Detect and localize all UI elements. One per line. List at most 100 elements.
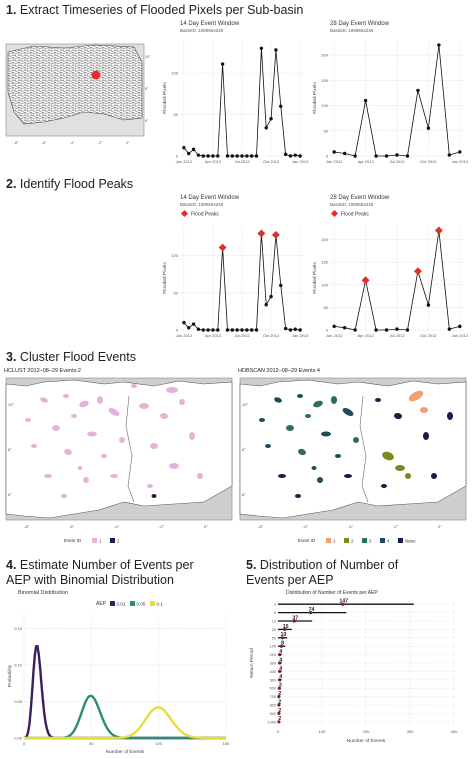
section-3-heading: 3. Cluster Flood Events (6, 350, 136, 364)
x-tick-label: Oct 2012 (263, 159, 280, 164)
data-point (332, 150, 336, 154)
y-axis-label: Flooded Pixels (312, 82, 318, 114)
data-point (196, 327, 201, 331)
median-point (278, 653, 282, 657)
flood-event-blob (77, 466, 83, 470)
flood-peak-marker (361, 276, 370, 285)
section-4-heading: 4. Estimate Number of Events per AEP with… (6, 558, 194, 587)
flood-event-blob (353, 437, 359, 443)
data-label: 8 (281, 641, 284, 647)
median-point (278, 669, 282, 673)
data-point (269, 294, 273, 299)
x-tick-label: 300 (407, 729, 414, 734)
data-label: 4 (279, 657, 282, 663)
data-point (353, 154, 357, 158)
data-point (298, 328, 302, 332)
y-tick-label: 50 (174, 290, 179, 295)
map-x-tick: -4° (114, 524, 120, 529)
x-tick-label: Jan 2013 (452, 159, 469, 164)
y-tick-label: 100 (171, 253, 178, 258)
x-tick-label: Apr 2012 (205, 333, 222, 338)
data-label: 3 (279, 683, 282, 689)
data-point (426, 303, 431, 307)
flood-event-blob (31, 444, 37, 448)
flood-event-blob (408, 390, 424, 402)
median-point (277, 703, 281, 707)
data-point (254, 328, 259, 332)
median-point (277, 695, 281, 699)
svg-text:-4°: -4° (70, 141, 75, 145)
data-point (259, 46, 264, 50)
x-axis-label: Number of Events (347, 738, 386, 744)
data-point (264, 303, 268, 307)
events-per-aep-chart: Distribution of Number of Events per AEP… (249, 590, 458, 744)
x-tick-label: Oct 2012 (263, 333, 280, 338)
data-label: 4 (279, 674, 282, 680)
data-point (288, 154, 293, 158)
data-point (293, 153, 297, 157)
map-y-tick: 10° (8, 402, 14, 407)
x-tick-label: 400 (451, 729, 458, 734)
y-axis-label: Flooded Pixels (162, 262, 168, 294)
x-tick-label: Jan 2012 (326, 333, 343, 338)
x-tick-label: Jan 2013 (292, 159, 309, 164)
legend-label: Noise (405, 539, 416, 544)
data-point (187, 151, 191, 156)
map-x-tick: -2° (159, 524, 165, 529)
median-point (280, 636, 284, 640)
flood-event-blob (131, 384, 137, 388)
chart-title: 28 Day Event Window (330, 195, 390, 201)
y-tick-label: 1000 (268, 720, 276, 724)
data-point (235, 154, 239, 158)
y-tick-label: 0.15 (14, 626, 23, 631)
x-tick-label: 0 (23, 741, 26, 746)
flood-event-blob (63, 394, 69, 398)
flood-event-blob (381, 484, 387, 488)
legend-peak-marker (180, 209, 189, 218)
map-x-tick: -8° (258, 524, 264, 529)
data-point (293, 327, 297, 331)
median-point (283, 627, 287, 631)
data-point (458, 324, 462, 329)
flood-event-blob (79, 400, 89, 408)
y-tick-label: 200 (270, 653, 276, 657)
data-point (235, 328, 239, 332)
data-label: 74 (309, 607, 315, 613)
data-point (230, 154, 235, 158)
x-tick-label: Apr 2012 (205, 159, 222, 164)
legend-title: AEP (96, 601, 107, 607)
flood-event-blob (71, 414, 77, 418)
median-point (292, 619, 296, 623)
flood-event-blob (189, 432, 195, 440)
data-point (230, 328, 235, 332)
data-point (254, 154, 259, 158)
data-point (269, 117, 273, 121)
data-point (201, 328, 205, 332)
legend-label: 1 (333, 539, 336, 544)
chart-subtitle: BasinID: 1090654240 (180, 28, 224, 33)
flood-event-blob (265, 444, 271, 448)
y-tick-label: 10 (272, 620, 276, 624)
data-point (447, 327, 452, 331)
x-tick-label: 50 (89, 741, 94, 746)
legend-swatch (130, 601, 135, 606)
flood-peak-marker (218, 243, 227, 252)
y-axis-label: Flooded Pixels (312, 262, 318, 294)
data-point (264, 126, 268, 130)
flood-event-blob (52, 425, 60, 431)
flood-event-blob (61, 494, 67, 498)
data-label: 2 (278, 708, 281, 714)
data-point (447, 153, 452, 157)
y-tick-label: 0.10 (14, 663, 23, 668)
y-axis-label: Probability (7, 664, 13, 687)
flood-event-blob (119, 437, 125, 443)
chart-title: 28 Day Event Window (330, 21, 390, 27)
data-point (216, 154, 220, 158)
data-point (206, 328, 210, 332)
chart-title: 14 Day Event Window (180, 21, 240, 27)
data-point (240, 328, 244, 332)
flood-event-blob (295, 494, 301, 498)
x-tick-label: Jan 2012 (176, 333, 193, 338)
map-y-tick: 8° (8, 447, 12, 452)
